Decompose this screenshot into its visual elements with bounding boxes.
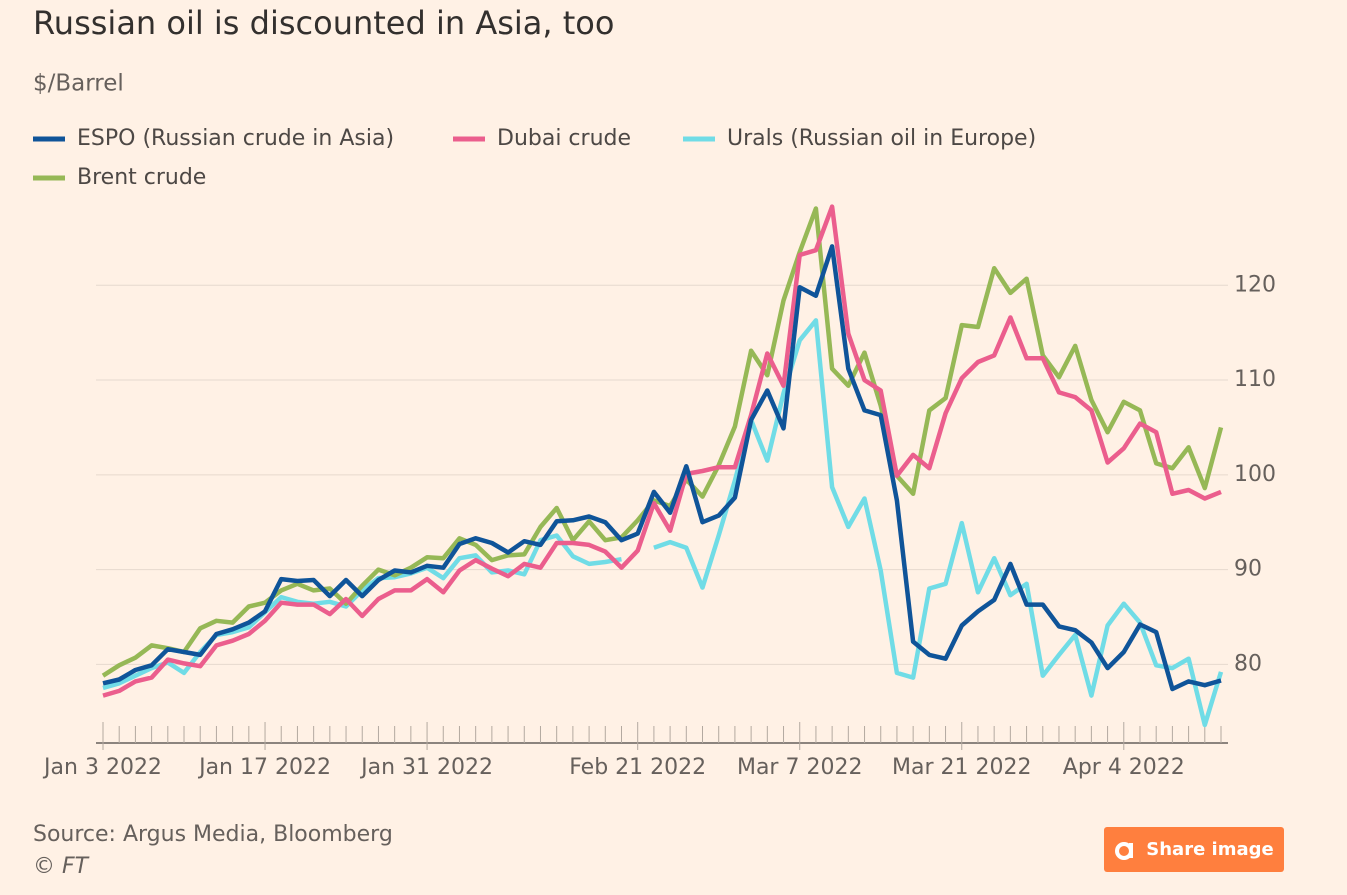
chart-title: Russian oil is discounted in Asia, too <box>33 4 614 42</box>
y-tick-label: 90 <box>1234 557 1262 582</box>
y-tick-label: 120 <box>1234 272 1276 297</box>
x-tick-label: Feb 21 2022 <box>569 755 706 780</box>
chart-subtitle: $/Barrel <box>33 71 124 97</box>
legend-label: ESPO (Russian crude in Asia) <box>77 126 394 151</box>
share-icon <box>1115 841 1134 860</box>
x-tick-label: Mar 7 2022 <box>737 755 862 780</box>
x-tick-label: Apr 4 2022 <box>1063 755 1185 780</box>
share-label: Share image <box>1146 839 1274 860</box>
x-tick-label: Jan 3 2022 <box>42 755 162 780</box>
share-button[interactable]: Share image <box>1104 827 1284 872</box>
legend-label: Brent crude <box>77 165 206 190</box>
series-line <box>102 244 1222 692</box>
credit: © FT <box>33 854 90 879</box>
y-tick-label: 100 <box>1234 462 1276 487</box>
series-line <box>102 204 1222 698</box>
y-tick-label: 80 <box>1234 651 1262 676</box>
x-tick-label: Mar 21 2022 <box>892 755 1031 780</box>
legend-label: Dubai crude <box>497 126 631 151</box>
y-tick-label: 110 <box>1234 367 1276 392</box>
source: Source: Argus Media, Bloomberg <box>33 822 393 847</box>
legend-label: Urals (Russian oil in Europe) <box>727 126 1036 151</box>
x-tick-label: Jan 17 2022 <box>197 755 331 780</box>
x-tick-label: Jan 31 2022 <box>359 755 493 780</box>
